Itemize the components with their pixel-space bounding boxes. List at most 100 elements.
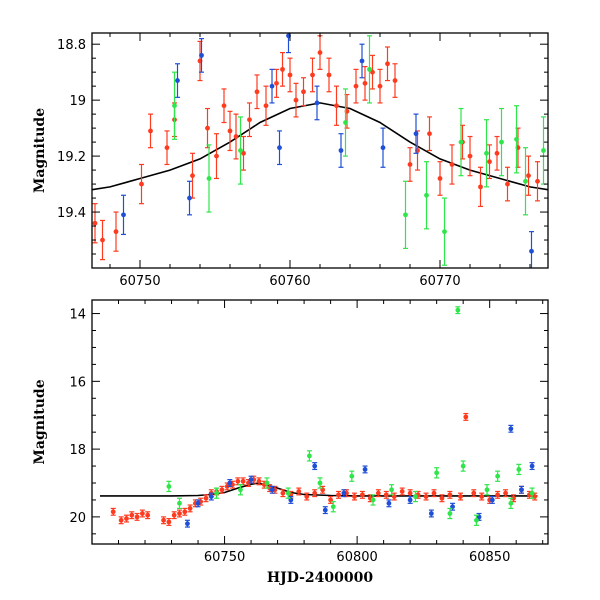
series-0 — [92, 35, 540, 261]
data-point — [386, 499, 392, 508]
point-marker — [280, 490, 286, 496]
data-point — [362, 65, 368, 101]
data-point — [240, 477, 246, 486]
point-marker — [362, 467, 368, 472]
point-marker — [317, 50, 323, 55]
data-point — [175, 63, 180, 98]
data-point — [317, 35, 323, 70]
point-marker — [334, 103, 339, 109]
point-marker — [428, 511, 434, 516]
x-tick-label: 60760 — [269, 274, 310, 289]
point-marker — [392, 78, 398, 83]
data-point — [110, 507, 116, 516]
data-point — [206, 144, 212, 213]
point-marker — [177, 511, 182, 516]
data-point — [182, 507, 188, 516]
data-point — [499, 107, 504, 177]
data-point — [322, 506, 328, 515]
data-point — [508, 424, 514, 433]
series-1 — [121, 33, 534, 268]
data-point — [274, 68, 279, 98]
data-point — [450, 502, 456, 511]
data-point — [205, 107, 210, 149]
data-point — [113, 211, 119, 252]
point-marker — [277, 145, 282, 151]
data-point — [285, 487, 291, 499]
point-marker — [479, 494, 485, 499]
data-point — [139, 163, 144, 205]
data-point — [312, 462, 318, 471]
x-tick-label: 60770 — [419, 274, 460, 289]
data-point — [447, 490, 453, 499]
point-marker — [385, 61, 390, 67]
data-point — [326, 57, 332, 93]
data-point — [460, 460, 466, 472]
point-marker — [206, 176, 212, 181]
point-marker — [274, 80, 279, 86]
point-marker — [484, 150, 489, 156]
y-tick-label: 19.4 — [57, 206, 86, 221]
point-marker — [326, 72, 332, 78]
point-marker — [113, 229, 119, 235]
point-marker — [254, 89, 260, 95]
point-marker — [235, 478, 241, 484]
data-point — [224, 482, 230, 491]
point-marker — [129, 512, 135, 518]
data-point — [439, 494, 445, 503]
point-marker — [370, 497, 376, 503]
data-point — [370, 54, 375, 90]
data-point — [248, 475, 254, 484]
data-point — [164, 130, 170, 166]
point-marker — [336, 492, 341, 498]
point-marker — [463, 414, 469, 420]
point-marker — [427, 131, 432, 137]
point-marker — [458, 494, 463, 499]
point-marker — [375, 490, 381, 496]
point-marker — [100, 237, 105, 243]
point-marker — [124, 516, 129, 521]
point-marker — [304, 494, 310, 499]
data-point — [434, 467, 440, 479]
x-axis-label: HJD-2400000 — [267, 570, 374, 586]
data-point — [123, 514, 129, 523]
data-point — [296, 487, 302, 496]
data-point — [328, 495, 334, 504]
point-marker — [511, 495, 516, 501]
data-point — [241, 135, 246, 171]
data-point — [263, 85, 269, 126]
point-marker — [389, 487, 394, 493]
point-marker — [360, 492, 365, 498]
point-marker — [526, 173, 531, 179]
point-marker — [434, 470, 440, 476]
point-marker — [171, 512, 177, 518]
point-marker — [269, 83, 275, 89]
data-point — [487, 144, 492, 180]
data-point — [413, 113, 419, 154]
data-point — [235, 477, 241, 486]
series-1 — [184, 424, 535, 528]
data-point — [353, 68, 359, 104]
y-tick-label: 18.8 — [57, 38, 86, 53]
point-marker — [359, 58, 365, 64]
point-marker — [195, 500, 201, 506]
data-point — [287, 57, 293, 93]
y-tick-label: 18 — [69, 443, 86, 458]
point-marker — [172, 103, 177, 109]
point-marker — [523, 178, 528, 184]
data-point — [100, 219, 105, 261]
data-point — [269, 68, 275, 104]
data-point — [199, 37, 204, 73]
point-marker — [246, 480, 251, 486]
data-point — [529, 462, 535, 471]
data-point — [264, 477, 270, 489]
data-point — [280, 51, 285, 87]
point-marker — [187, 195, 192, 201]
point-marker — [458, 139, 464, 145]
point-marker — [238, 487, 243, 493]
point-marker — [148, 128, 153, 134]
point-marker — [460, 463, 466, 469]
top-panel: 60750 60760 60770 18.8 19 19.2 19.4 Magnitude — [32, 32, 549, 289]
data-point — [92, 203, 98, 244]
data-point — [541, 116, 546, 185]
data-point — [375, 489, 381, 498]
